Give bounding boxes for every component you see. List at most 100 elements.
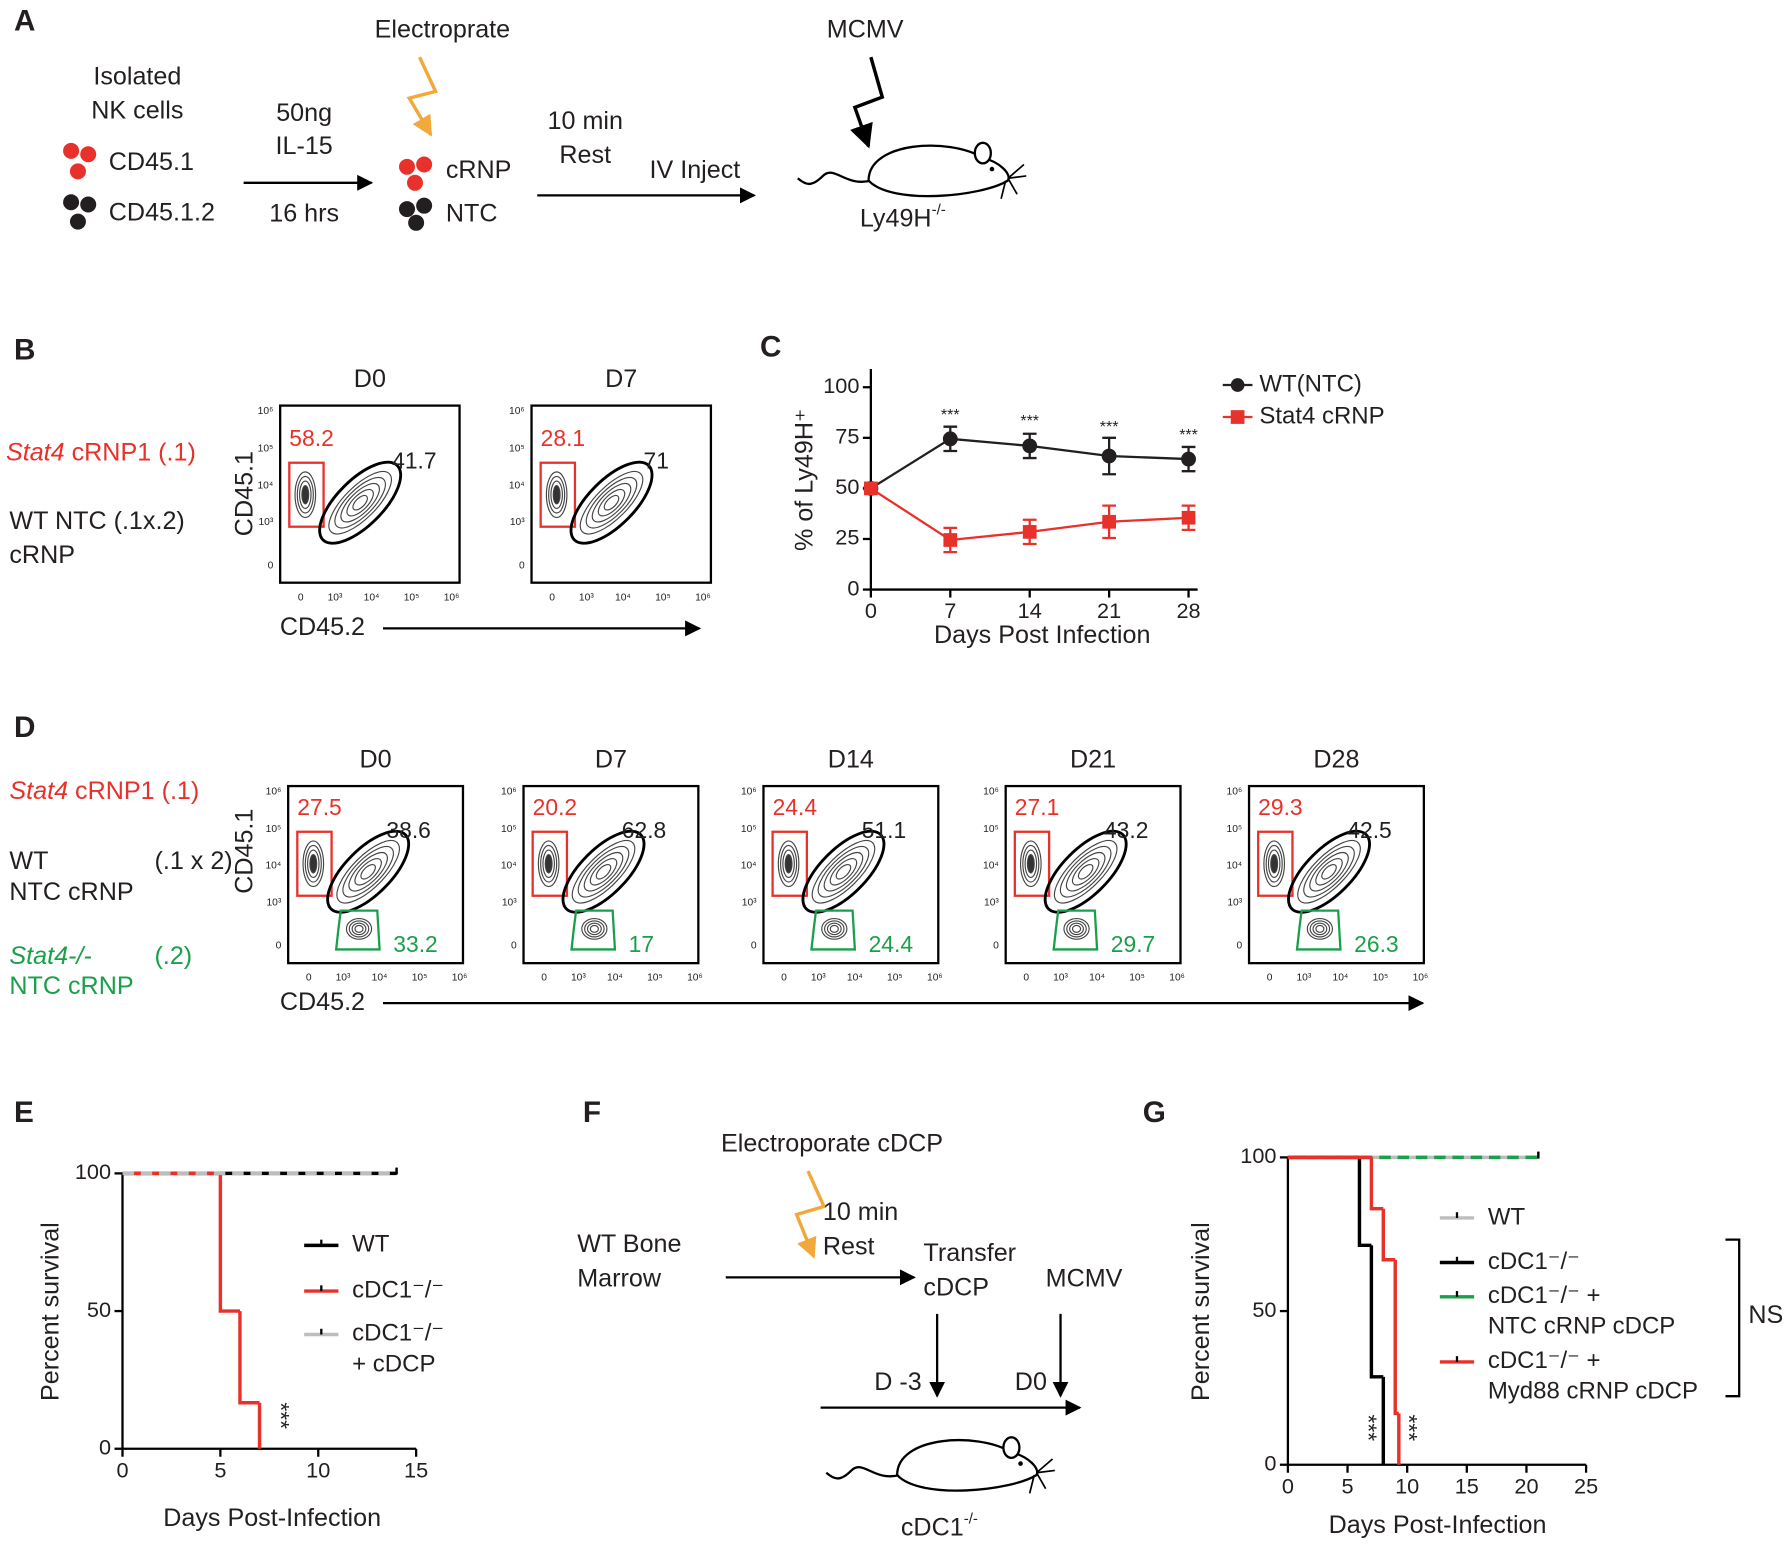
contour [817,845,870,898]
label: cDCP [923,1273,989,1301]
label: cRNP [9,541,75,569]
x-tick-label: 25 [1574,1473,1598,1498]
contour [302,840,325,888]
label-part: cRNP1 (.1) [65,438,196,466]
contour [595,863,612,880]
flow-plot-title: D28 [1313,746,1359,774]
flow-tick-label: 10³ [510,517,525,528]
contour [360,863,376,880]
bracket-label: NS [1748,1301,1783,1329]
label: Stat4 cRNP1 (.1) [9,776,199,804]
red-gate [531,830,569,897]
flow-tick-label: 0 [993,941,999,952]
flow-tick-label: 10⁵ [983,824,999,835]
legend-marker [1230,410,1245,424]
gate-percent: 28.1 [541,425,585,451]
flow-tick-label: 10⁵ [887,973,903,984]
label: CD45.2 [280,988,365,1016]
flow-plot-title: D21 [1070,746,1116,774]
legend-label-line: cDC1⁻/⁻ [352,1320,444,1347]
cell [398,158,415,175]
flow-tick-label: 0 [511,941,517,952]
gate-percent: 27.1 [1015,794,1059,820]
black-gate [569,460,654,545]
marker [942,431,958,447]
cell [80,146,97,163]
contour [1315,924,1325,933]
label-part: -/- [964,1511,978,1528]
flow-tick-label: 10⁴ [1089,973,1105,984]
marker [864,481,878,496]
marker [943,533,958,547]
label: WT Bone [577,1230,681,1258]
y-tick-label: 0 [99,1434,111,1459]
contour [301,485,310,505]
contour [589,924,599,933]
annotation: *** [1356,1415,1382,1442]
flow-tick-label: 10⁴ [983,861,999,872]
flow-tick-label: 10⁶ [509,406,525,417]
flow-tick-label: 10⁵ [412,973,428,984]
contour [340,482,380,523]
contour [784,854,793,874]
contour [1059,845,1112,898]
flow-tick-label: 10⁵ [1129,973,1145,984]
contour [579,470,644,535]
annotation: *** [268,1402,294,1429]
y-tick-label: 0 [1264,1450,1276,1475]
mouse-tail [796,171,872,186]
flow-tick-label: 10⁵ [1227,824,1243,835]
contour [1026,854,1035,874]
contour [1077,863,1094,880]
label-part: cDC1 [901,1513,964,1541]
x-tick-label: 15 [1455,1473,1479,1498]
flow-plot-frame [287,784,465,965]
flow-tick-label: 10⁶ [1169,973,1185,984]
y-tick-label: 100 [1240,1143,1276,1168]
label: Ly49H-/- [860,202,946,232]
label: 16 hrs [269,199,339,227]
legend-marker [1230,378,1245,392]
contour [540,844,558,883]
contour [603,494,620,511]
x-tick-label: 7 [944,598,956,623]
label: NTC cRNP [9,878,133,906]
label: cDC1-/- [901,1511,978,1541]
label-part: -/- [932,202,946,219]
green-gate [570,909,617,951]
contour [544,854,553,874]
cell [69,163,86,180]
flow-tick-label: 10⁶ [452,973,468,984]
gate-percent: 51.1 [862,817,906,843]
y-tick-label: 0 [847,575,859,600]
legend-label-line: NTC cRNP cDCP [1488,1313,1675,1340]
y-tick-label: 100 [75,1159,111,1184]
x-tick-label: 0 [1282,1473,1294,1498]
contour [581,918,608,940]
flow-tick-label: 10³ [1296,973,1311,984]
green-gate [810,909,857,951]
legend-label: cDC1⁻/⁻ + Myd88 cRNP cDCP [1488,1347,1698,1405]
contour [336,839,400,904]
flow-tick-label: 10⁶ [741,786,757,797]
x-tick-label: 10 [1395,1473,1419,1498]
panel-letter: B [14,334,35,367]
legend-label: WT [1488,1203,1526,1230]
legend-label: WT(NTC) [1259,370,1362,397]
contour [299,480,312,510]
contour [586,922,602,936]
contour [294,471,317,519]
y-axis-label: Percent survival [1187,1222,1215,1401]
flow-tick-label: 0 [781,973,787,984]
flow-plot-title: D7 [595,746,627,774]
flow-tick-label: 10⁴ [1226,861,1242,872]
legend-label: cDC1⁻/⁻ [1488,1248,1580,1275]
label: NTC [446,199,498,227]
panel-letter: G [1143,1096,1166,1129]
contour [1312,922,1328,936]
contour [584,920,605,938]
flow-tick-label: 10⁵ [741,824,757,835]
cell [406,174,423,191]
marker [1181,510,1196,525]
